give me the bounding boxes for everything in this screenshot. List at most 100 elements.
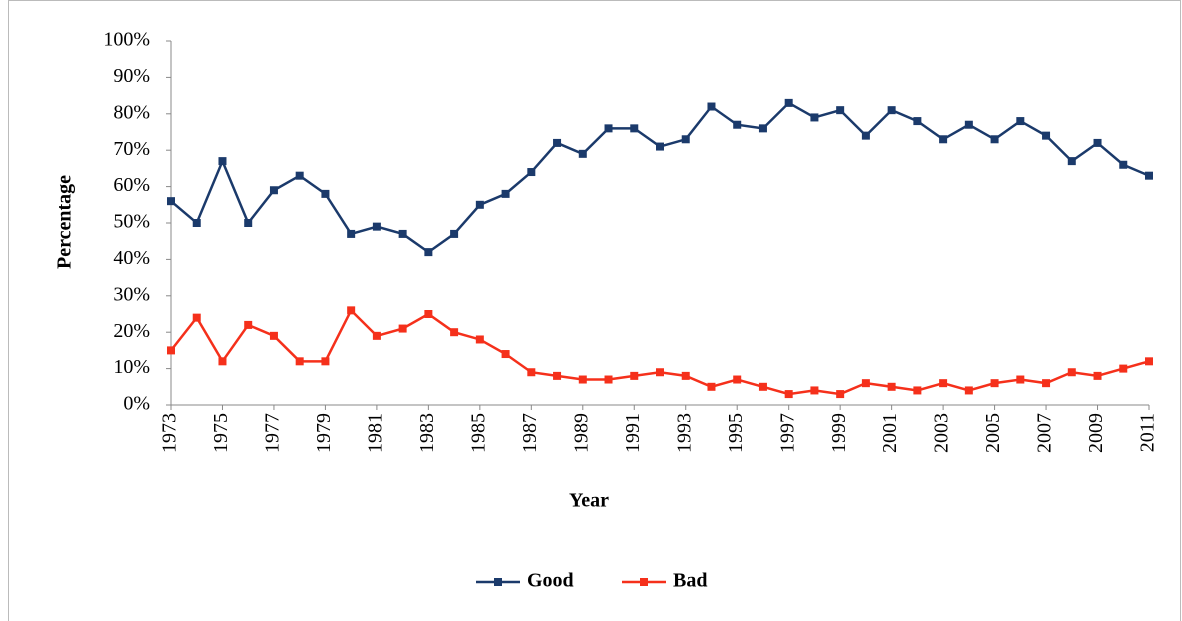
point-marker xyxy=(939,135,948,144)
point-marker xyxy=(269,186,278,195)
legend-marker xyxy=(640,578,648,586)
point-marker xyxy=(990,379,999,388)
point-marker xyxy=(784,98,793,107)
x-tick-label: 1983 xyxy=(416,413,438,453)
point-marker xyxy=(784,390,793,399)
point-marker xyxy=(1145,171,1153,180)
series-line xyxy=(170,308,1150,396)
point-marker xyxy=(295,357,304,366)
point-marker xyxy=(192,313,201,322)
point-marker xyxy=(810,386,819,395)
y-tick-label: 90% xyxy=(113,65,150,87)
point-marker xyxy=(758,382,767,391)
point-marker xyxy=(553,371,562,380)
point-marker xyxy=(733,120,742,129)
point-marker xyxy=(964,386,973,395)
x-tick-label: 1993 xyxy=(673,413,695,453)
legend-label: Bad xyxy=(673,570,707,592)
point-marker xyxy=(604,375,613,384)
point-marker xyxy=(218,157,227,166)
point-marker xyxy=(1119,160,1128,169)
point-marker xyxy=(656,142,664,151)
point-marker xyxy=(192,219,201,227)
x-tick-label: 2003 xyxy=(931,413,953,453)
point-marker xyxy=(475,200,484,209)
point-marker xyxy=(553,138,562,147)
y-tick-label: 40% xyxy=(113,247,150,269)
legend-marker xyxy=(494,578,502,586)
point-marker xyxy=(244,219,253,227)
x-tick-label: 1975 xyxy=(210,413,232,453)
point-marker xyxy=(527,168,536,177)
point-marker xyxy=(861,131,870,140)
point-marker xyxy=(398,324,407,333)
point-marker xyxy=(424,310,433,318)
y-tick-label: 10% xyxy=(113,356,150,378)
point-marker xyxy=(630,124,639,133)
point-marker xyxy=(398,229,407,238)
point-marker xyxy=(913,117,922,126)
point-marker xyxy=(707,102,716,111)
point-marker xyxy=(913,386,922,395)
x-tick-label: 1999 xyxy=(828,413,850,453)
y-tick-label: 60% xyxy=(113,174,150,196)
y-axis-title: Percentage xyxy=(54,175,76,269)
point-marker xyxy=(630,371,639,380)
x-tick-label: 2009 xyxy=(1085,413,1107,453)
y-tick-label: 20% xyxy=(113,320,150,342)
x-tick-label: 2007 xyxy=(1034,413,1056,453)
point-marker xyxy=(527,368,536,377)
point-marker xyxy=(1042,379,1051,388)
point-marker xyxy=(887,382,896,391)
y-tick-label: 50% xyxy=(113,211,150,233)
point-marker xyxy=(450,229,459,238)
point-marker xyxy=(269,331,278,340)
point-marker xyxy=(1119,364,1128,373)
point-marker xyxy=(1067,157,1076,166)
point-marker xyxy=(990,135,999,144)
point-marker xyxy=(604,124,613,133)
point-marker xyxy=(372,331,381,340)
y-tick-label: 80% xyxy=(113,101,150,123)
point-marker xyxy=(321,189,330,198)
point-marker xyxy=(1016,375,1025,384)
point-marker xyxy=(244,320,253,329)
point-marker xyxy=(836,106,845,115)
x-tick-label: 1973 xyxy=(159,413,181,453)
x-tick-label: 1987 xyxy=(519,413,541,453)
point-marker xyxy=(450,328,459,337)
y-tick-label: 0% xyxy=(123,393,150,415)
point-marker xyxy=(347,229,356,238)
x-tick-label: 1997 xyxy=(776,413,798,453)
x-axis-title: Year xyxy=(569,490,609,512)
point-marker xyxy=(861,379,870,388)
point-marker xyxy=(578,149,587,158)
point-marker xyxy=(887,106,896,115)
point-marker xyxy=(758,124,767,133)
point-marker xyxy=(578,375,587,384)
x-tick-label: 1981 xyxy=(364,413,386,453)
x-tick-label: 2001 xyxy=(879,413,901,453)
point-marker xyxy=(1093,138,1102,147)
x-tick-label: 1979 xyxy=(313,413,335,453)
point-marker xyxy=(321,357,330,366)
x-tick-label: 1991 xyxy=(622,413,644,453)
point-marker xyxy=(810,113,819,122)
point-marker xyxy=(218,357,227,366)
point-marker xyxy=(347,306,356,315)
x-tick-label: 1995 xyxy=(725,413,747,453)
point-marker xyxy=(372,222,381,231)
point-marker xyxy=(1016,117,1025,126)
point-marker xyxy=(167,197,175,206)
y-tick-label: 70% xyxy=(113,138,150,160)
point-marker xyxy=(707,382,716,391)
frame xyxy=(8,0,1181,621)
y-tick-label: 30% xyxy=(113,283,150,305)
x-tick-label: 1985 xyxy=(467,413,489,453)
point-marker xyxy=(424,248,433,257)
legend-label: Good xyxy=(527,570,574,592)
x-tick-label: 2011 xyxy=(1137,413,1159,452)
x-tick-label: 1977 xyxy=(262,413,284,453)
point-marker xyxy=(501,189,510,198)
